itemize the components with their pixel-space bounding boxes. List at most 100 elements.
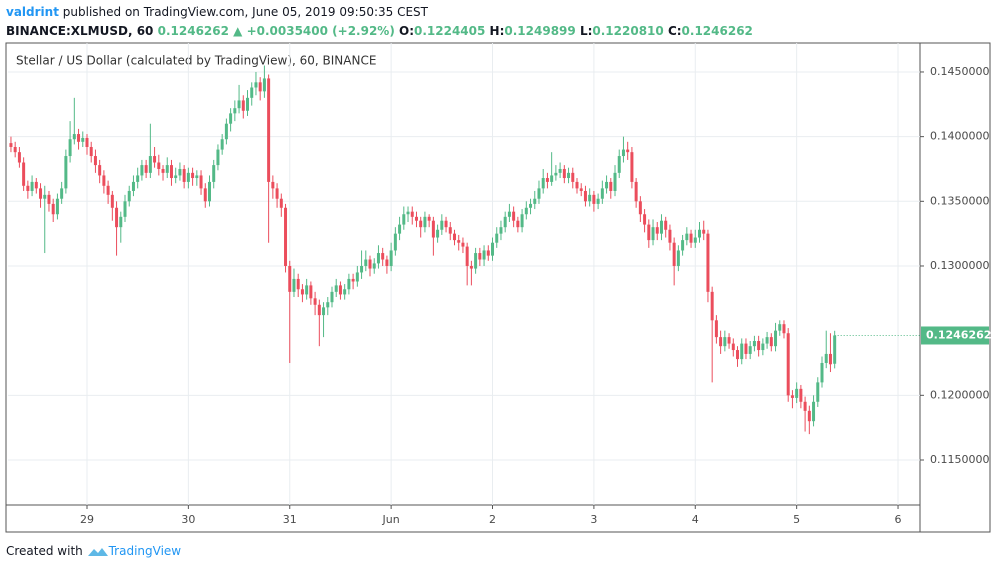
candle-body <box>372 263 376 269</box>
candle-body <box>355 272 359 282</box>
candle-body <box>452 233 456 241</box>
brand[interactable]: TradingView <box>108 544 182 558</box>
x-tick-label: 2 <box>489 513 496 526</box>
x-tick-label: 31 <box>283 513 297 526</box>
candle-body <box>685 233 689 241</box>
h-label: H: <box>489 24 505 38</box>
candle-body <box>212 165 216 182</box>
candle-body <box>816 382 820 402</box>
candle-body <box>474 253 478 269</box>
candle-body <box>351 278 355 282</box>
candle-body <box>799 388 803 402</box>
x-tick-label: 3 <box>590 513 597 526</box>
x-tick-label: 5 <box>793 513 800 526</box>
candle-body <box>655 227 659 234</box>
candle-body <box>89 146 93 157</box>
candle-body <box>786 333 790 396</box>
candle-body <box>444 220 448 228</box>
candle-body <box>833 335 837 364</box>
candle-body <box>110 194 114 208</box>
candle-body <box>583 190 587 202</box>
candle-body <box>381 253 385 260</box>
candle-body <box>17 152 21 163</box>
candle-body <box>723 337 727 347</box>
candle-body <box>186 172 190 182</box>
candle-body <box>567 172 571 179</box>
candle-body <box>507 211 511 217</box>
candle-body <box>271 181 275 189</box>
x-tick-label: 29 <box>80 513 94 526</box>
y-tick-label: 0.1400000 <box>930 130 990 143</box>
candle-body <box>178 168 182 176</box>
candle-body <box>338 285 342 295</box>
candle-body <box>296 278 300 290</box>
candle-body <box>495 233 499 243</box>
candle-body <box>600 188 604 199</box>
candle-body <box>571 172 575 182</box>
candle-body <box>478 253 482 260</box>
candle-body <box>317 304 321 316</box>
candle-body <box>697 229 701 238</box>
candle-body <box>199 175 203 189</box>
candle-body <box>803 401 807 411</box>
candle-body <box>195 175 199 179</box>
candle-body <box>727 337 731 344</box>
candle-body <box>651 227 655 241</box>
candle-body <box>512 211 516 221</box>
candle-body <box>774 330 778 347</box>
y-tick-label: 0.1150000 <box>930 453 990 466</box>
candle-body <box>605 181 609 189</box>
candle-body <box>659 220 663 234</box>
candle-body <box>465 246 469 266</box>
candle-body <box>26 185 30 191</box>
candle-body <box>322 307 326 316</box>
candle-body <box>140 165 144 176</box>
candle-body <box>55 198 59 215</box>
candle-body <box>376 253 380 264</box>
candle-body <box>689 233 693 243</box>
candle-body <box>545 178 549 182</box>
candle-body <box>744 343 748 354</box>
candle-body <box>702 229 706 234</box>
candle-body <box>719 337 723 347</box>
candle-body <box>491 242 495 256</box>
candle-body <box>630 152 634 182</box>
candle-body <box>153 156 157 163</box>
candle-body <box>499 227 503 234</box>
candle-body <box>790 395 794 398</box>
candle-body <box>575 181 579 189</box>
candle-body <box>60 188 64 199</box>
c-value: 0.1246262 <box>681 24 753 38</box>
candle-body <box>765 337 769 344</box>
candle-body <box>752 340 756 347</box>
candle-body <box>309 285 313 299</box>
candle-body <box>533 198 537 204</box>
candle-body <box>300 289 304 295</box>
candle-body <box>68 139 72 157</box>
candle-body <box>647 224 651 241</box>
y-tick-label: 0.1350000 <box>930 194 990 207</box>
candle-body <box>288 265 292 292</box>
candle-body <box>279 198 283 208</box>
candle-body <box>461 242 465 247</box>
candle-body <box>360 265 364 273</box>
candle-body <box>579 188 583 191</box>
candle-body <box>757 340 761 351</box>
candle-body <box>668 229 672 243</box>
candle-body <box>64 156 68 189</box>
candle-body <box>119 216 123 228</box>
x-tick-label: 4 <box>692 513 699 526</box>
candle-body <box>203 188 207 202</box>
candle-body <box>157 162 161 169</box>
candle-body <box>216 149 220 166</box>
candle-body <box>617 156 621 173</box>
candle-body <box>419 220 423 228</box>
published: published on TradingView.com, June 05, 2… <box>62 5 428 19</box>
candle-body <box>676 250 680 266</box>
candle-body <box>241 100 245 111</box>
candle-body <box>828 353 832 365</box>
candle-body <box>524 207 528 215</box>
candle-body <box>123 201 127 217</box>
candle-body <box>330 291 334 303</box>
candle-body <box>313 298 317 305</box>
